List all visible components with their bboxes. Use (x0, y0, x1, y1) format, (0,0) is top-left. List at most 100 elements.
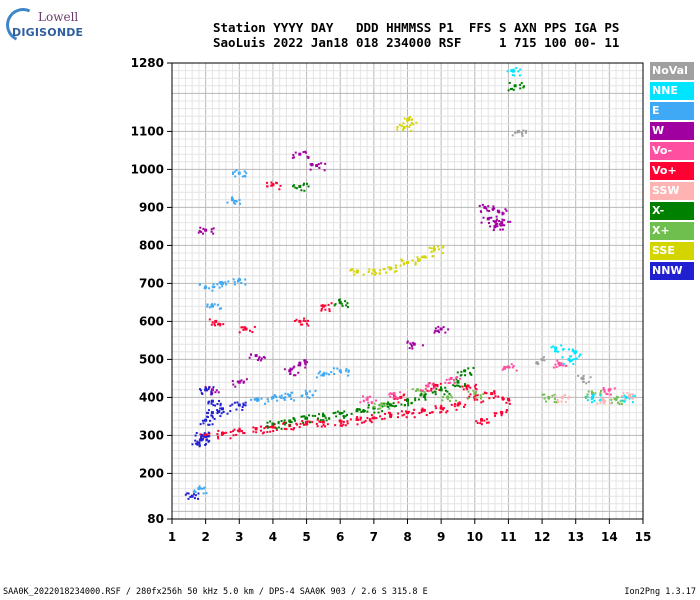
x-tick-label: 14 (601, 530, 618, 544)
data-point-speck (345, 368, 348, 371)
data-point-speck (508, 366, 511, 369)
data-point-speck (235, 433, 238, 436)
data-point-speck (324, 416, 327, 419)
data-point-speck (366, 410, 369, 413)
data-point-speck (482, 216, 485, 219)
data-point-speck (455, 408, 458, 411)
data-point-speck (439, 382, 442, 385)
data-point-speck (424, 388, 427, 391)
data-point-speck (211, 321, 214, 324)
data-point-speck (205, 438, 208, 441)
data-point-speck (519, 87, 522, 90)
logo-line1: Lowell (38, 10, 79, 24)
data-point-speck (453, 405, 456, 408)
data-point-speck (586, 393, 589, 396)
data-point-speck (361, 421, 364, 424)
data-point-speck (603, 389, 606, 392)
data-point-speck (501, 228, 504, 231)
data-point-speck (410, 343, 413, 346)
data-point-speck (346, 302, 349, 305)
data-point-speck (490, 216, 493, 219)
data-point-speck (204, 285, 207, 288)
data-point-speck (307, 157, 310, 160)
data-point-speck (501, 211, 504, 214)
data-point-speck (486, 209, 489, 212)
data-point-speck (335, 415, 338, 418)
data-point-speck (492, 220, 495, 223)
data-point-speck (206, 305, 209, 308)
data-point-speck (263, 427, 266, 430)
data-point-speck (496, 222, 499, 225)
data-point-speck (479, 422, 482, 425)
data-point-speck (293, 374, 296, 377)
data-point-speck (242, 380, 245, 383)
data-point-speck (620, 402, 623, 405)
data-point (365, 397, 369, 401)
data-point-speck (631, 401, 634, 404)
data-point-speck (263, 402, 266, 405)
data-point-speck (511, 366, 514, 369)
data-point-speck (445, 411, 448, 414)
legend-item-noval: NoVal (650, 62, 694, 80)
data-point-speck (304, 363, 307, 366)
data-point-speck (437, 245, 440, 248)
data-point-speck (431, 391, 434, 394)
data-point-speck (607, 389, 610, 392)
data-point-speck (340, 422, 343, 425)
data-point (466, 384, 470, 388)
data-point-speck (422, 393, 425, 396)
data-point-speck (401, 259, 404, 262)
data-point (288, 419, 292, 423)
data-point (220, 281, 224, 285)
data-point-speck (425, 256, 428, 259)
data-point-speck (216, 303, 219, 306)
data-point-speck (343, 416, 346, 419)
data-point-speck (480, 221, 483, 224)
data-point-speck (479, 397, 482, 400)
data-point-speck (322, 421, 325, 424)
data-point-speck (288, 424, 291, 427)
data-point-speck (434, 393, 437, 396)
data-point-speck (342, 415, 345, 418)
data-point-speck (377, 411, 380, 414)
data-point-speck (555, 366, 558, 369)
data-point-speck (525, 129, 528, 132)
data-point-speck (462, 405, 465, 408)
data-point-speck (400, 258, 403, 261)
data-point-speck (585, 382, 588, 385)
data-point-speck (359, 401, 362, 404)
data-point-speck (216, 323, 219, 326)
data-point-speck (212, 232, 215, 235)
data-point-speck (524, 131, 527, 134)
data-point-speck (320, 307, 323, 310)
data-point-speck (621, 394, 624, 397)
data-point (355, 417, 359, 421)
data-point-speck (467, 390, 470, 393)
data-point-speck (631, 395, 634, 398)
data-point-speck (210, 390, 213, 393)
data-point-speck (304, 359, 307, 362)
data-point-speck (406, 340, 409, 343)
data-point-speck (304, 366, 307, 369)
data-point-speck (233, 283, 236, 286)
data-point-speck (522, 86, 525, 89)
data-point-speck (448, 378, 451, 381)
data-point-speck (334, 424, 337, 427)
data-point-speck (485, 421, 488, 424)
data-point-speck (393, 394, 396, 397)
data-point-speck (210, 323, 213, 326)
data-point-speck (244, 401, 247, 404)
footer-file-info: SAA0K_2022018234000.RSF / 280fx256h 50 k… (3, 587, 428, 597)
data-point-speck (512, 70, 515, 73)
data-point-speck (310, 164, 313, 167)
data-point-speck (399, 264, 402, 267)
data-point-speck (336, 367, 339, 370)
data-point-speck (195, 431, 198, 434)
data-point-speck (554, 348, 557, 351)
data-point-speck (629, 393, 632, 396)
data-point-speck (266, 425, 269, 428)
data-point-speck (294, 374, 297, 377)
data-point-speck (241, 408, 244, 411)
data-point-speck (398, 123, 401, 126)
data-point-speck (399, 391, 402, 394)
